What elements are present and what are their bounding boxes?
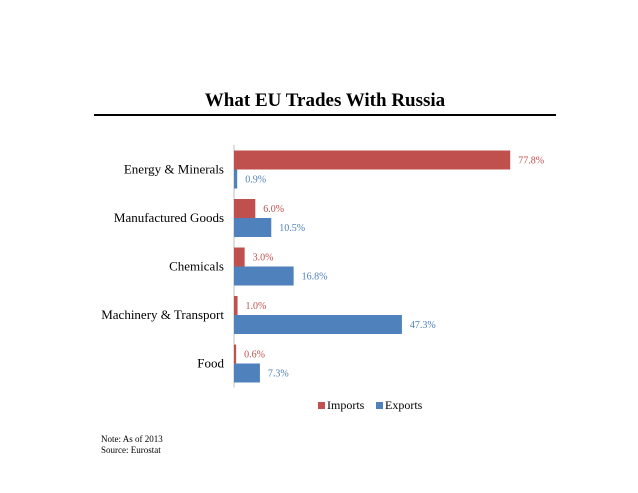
legend-swatch-exports — [376, 402, 383, 409]
category-label-energy-minerals: Energy & Minerals — [124, 161, 224, 176]
category-label-manufactured-goods: Manufactured Goods — [114, 210, 224, 225]
data-label-exports-chemicals: 16.8% — [302, 272, 328, 283]
legend-label-imports: Imports — [327, 398, 365, 412]
bar-exports-energy-minerals — [234, 169, 238, 189]
data-label-exports-food: 7.3% — [268, 369, 289, 380]
bar-exports-chemicals — [234, 266, 294, 286]
bar-exports-manufactured-goods — [234, 218, 272, 237]
data-label-imports-chemicals: 3.0% — [253, 253, 274, 264]
chart-title: What EU Trades With Russia — [204, 90, 446, 111]
data-label-imports-machinery-transport: 1.0% — [246, 301, 267, 312]
title-divider — [94, 114, 556, 116]
data-label-imports-manufactured-goods: 6.0% — [263, 204, 284, 215]
source-text: Source: Eurostat — [101, 445, 161, 455]
bar-exports-machinery-transport — [234, 315, 402, 334]
bar-exports-food — [234, 363, 260, 383]
legend-swatch-imports — [318, 402, 325, 409]
category-label-food: Food — [197, 355, 224, 370]
legend-label-exports: Exports — [385, 398, 423, 412]
chart-notes: Note: As of 2013 Source: Eurostat — [101, 434, 163, 456]
bar-imports-food — [234, 344, 237, 364]
data-label-imports-energy-minerals: 77.8% — [518, 156, 544, 167]
data-label-exports-manufactured-goods: 10.5% — [279, 223, 305, 234]
category-label-chemicals: Chemicals — [169, 258, 224, 273]
bar-imports-manufactured-goods — [234, 199, 256, 218]
bar-imports-energy-minerals — [234, 150, 511, 170]
bar-imports-chemicals — [234, 247, 245, 267]
bar-chart: Energy & Minerals 77.8% 0.9% Manufactured G… — [101, 145, 544, 412]
data-label-imports-food: 0.6% — [244, 350, 265, 361]
data-label-exports-energy-minerals: 0.9% — [245, 175, 266, 186]
bar-imports-machinery-transport — [234, 296, 238, 315]
category-label-machinery-transport: Machinery & Transport — [101, 307, 224, 322]
note-text: Note: As of 2013 — [101, 434, 163, 444]
data-label-exports-machinery-transport: 47.3% — [410, 320, 436, 331]
